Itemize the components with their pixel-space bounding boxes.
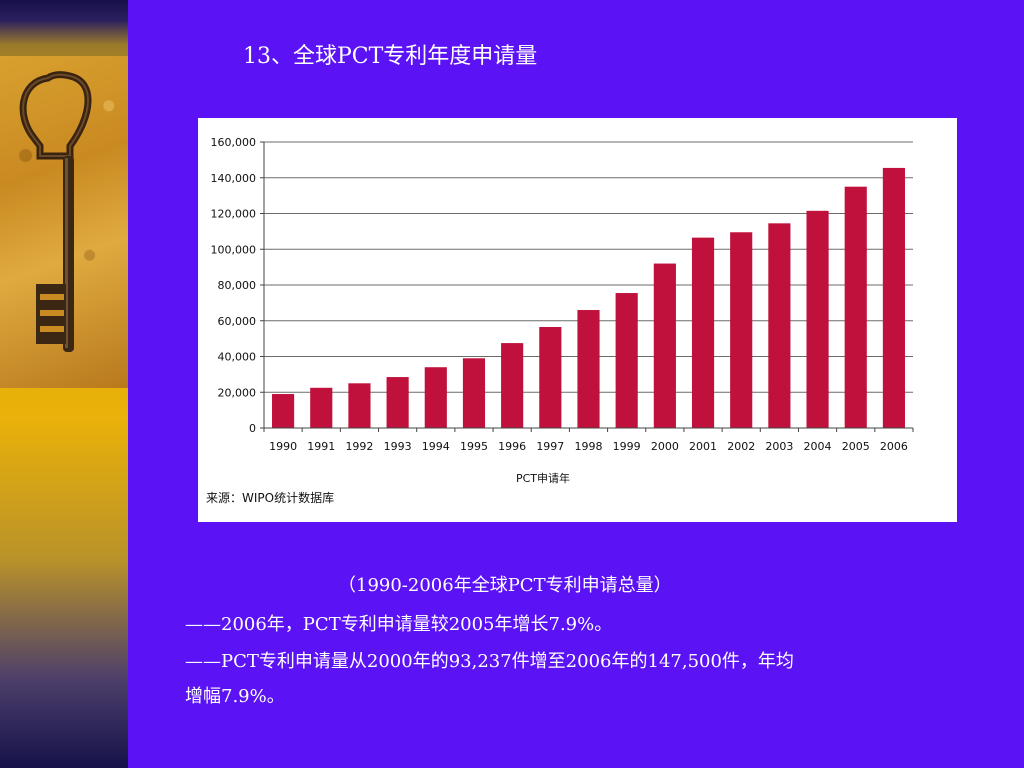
bar-1998 [577, 310, 600, 428]
x-axis-title: PCT申请年 [516, 471, 570, 485]
bar-1992 [348, 383, 371, 428]
y-tick-label: 160,000 [211, 136, 257, 149]
note-line-3: 增幅7.9%。 [185, 686, 285, 707]
x-axis-ticks: 1990 1991 1992 1993 1994 1995 1996 1997 1998 1999… [263, 428, 914, 453]
x-tick-label: 2001 [689, 440, 717, 453]
chart-caption: （1990-2006年全球PCT专利申请总量） [338, 575, 672, 596]
note-line-2: ——PCT专利申请量从2000年的93,237件增至2006年的147,500件… [185, 651, 794, 672]
bar-1999 [615, 293, 638, 428]
bars [272, 167, 905, 428]
x-tick-label: 2004 [804, 440, 832, 453]
y-axis-ticks: 0 20,000 40,000 60,000 80,000 100,000 120,000 1… [211, 136, 264, 435]
bar-2001 [691, 237, 715, 428]
bar-1994 [424, 367, 447, 428]
x-tick-label: 1994 [422, 440, 450, 453]
x-tick-label: 1999 [613, 440, 641, 453]
key-illustration [19, 71, 92, 352]
x-tick-label: 2002 [727, 440, 755, 453]
x-tick-label: 1990 [269, 440, 297, 453]
bar-chart: 0 20,000 40,000 60,000 80,000 100,000 120,000 1… [211, 136, 914, 485]
key-photo [0, 56, 128, 388]
note-line-1: ——2006年，PCT专利申请量较2005年增长7.9%。 [185, 614, 613, 635]
x-tick-label: 2003 [765, 440, 793, 453]
x-tick-label: 2006 [880, 440, 908, 453]
slide-title: 13、全球PCT专利年度申请量 [243, 44, 538, 69]
bar-1993 [386, 377, 409, 428]
bar-2004 [806, 210, 829, 428]
x-tick-label: 1998 [575, 440, 603, 453]
y-tick-label: 0 [249, 422, 256, 435]
y-tick-label: 120,000 [211, 208, 257, 221]
y-tick-label: 20,000 [218, 386, 257, 399]
y-tick-label: 40,000 [218, 351, 257, 364]
bar-1996 [501, 343, 524, 428]
bar-1997 [539, 327, 562, 428]
y-tick-label: 60,000 [218, 315, 257, 328]
x-tick-label: 1992 [345, 440, 373, 453]
bar-2002 [730, 232, 753, 428]
chart-panel: 0 20,000 40,000 60,000 80,000 100,000 120,000 1… [198, 118, 957, 522]
x-tick-label: 1996 [498, 440, 526, 453]
y-tick-label: 100,000 [211, 243, 257, 256]
bar-1995 [462, 358, 486, 428]
x-tick-label: 1995 [460, 440, 488, 453]
bar-2003 [768, 223, 791, 428]
x-tick-label: 2005 [842, 440, 870, 453]
x-tick-label: 1993 [384, 440, 412, 453]
x-tick-label: 2000 [651, 440, 679, 453]
y-tick-label: 140,000 [211, 172, 257, 185]
y-tick-label: 80,000 [218, 279, 257, 292]
x-tick-label: 1991 [307, 440, 335, 453]
bar-2006 [882, 167, 905, 428]
bar-1991 [310, 387, 333, 428]
bar-2000 [653, 263, 676, 428]
bar-2005 [844, 186, 867, 428]
bar-1990 [272, 394, 295, 428]
source-note: 来源：WIPO统计数据库 [206, 491, 335, 505]
x-tick-label: 1997 [536, 440, 564, 453]
